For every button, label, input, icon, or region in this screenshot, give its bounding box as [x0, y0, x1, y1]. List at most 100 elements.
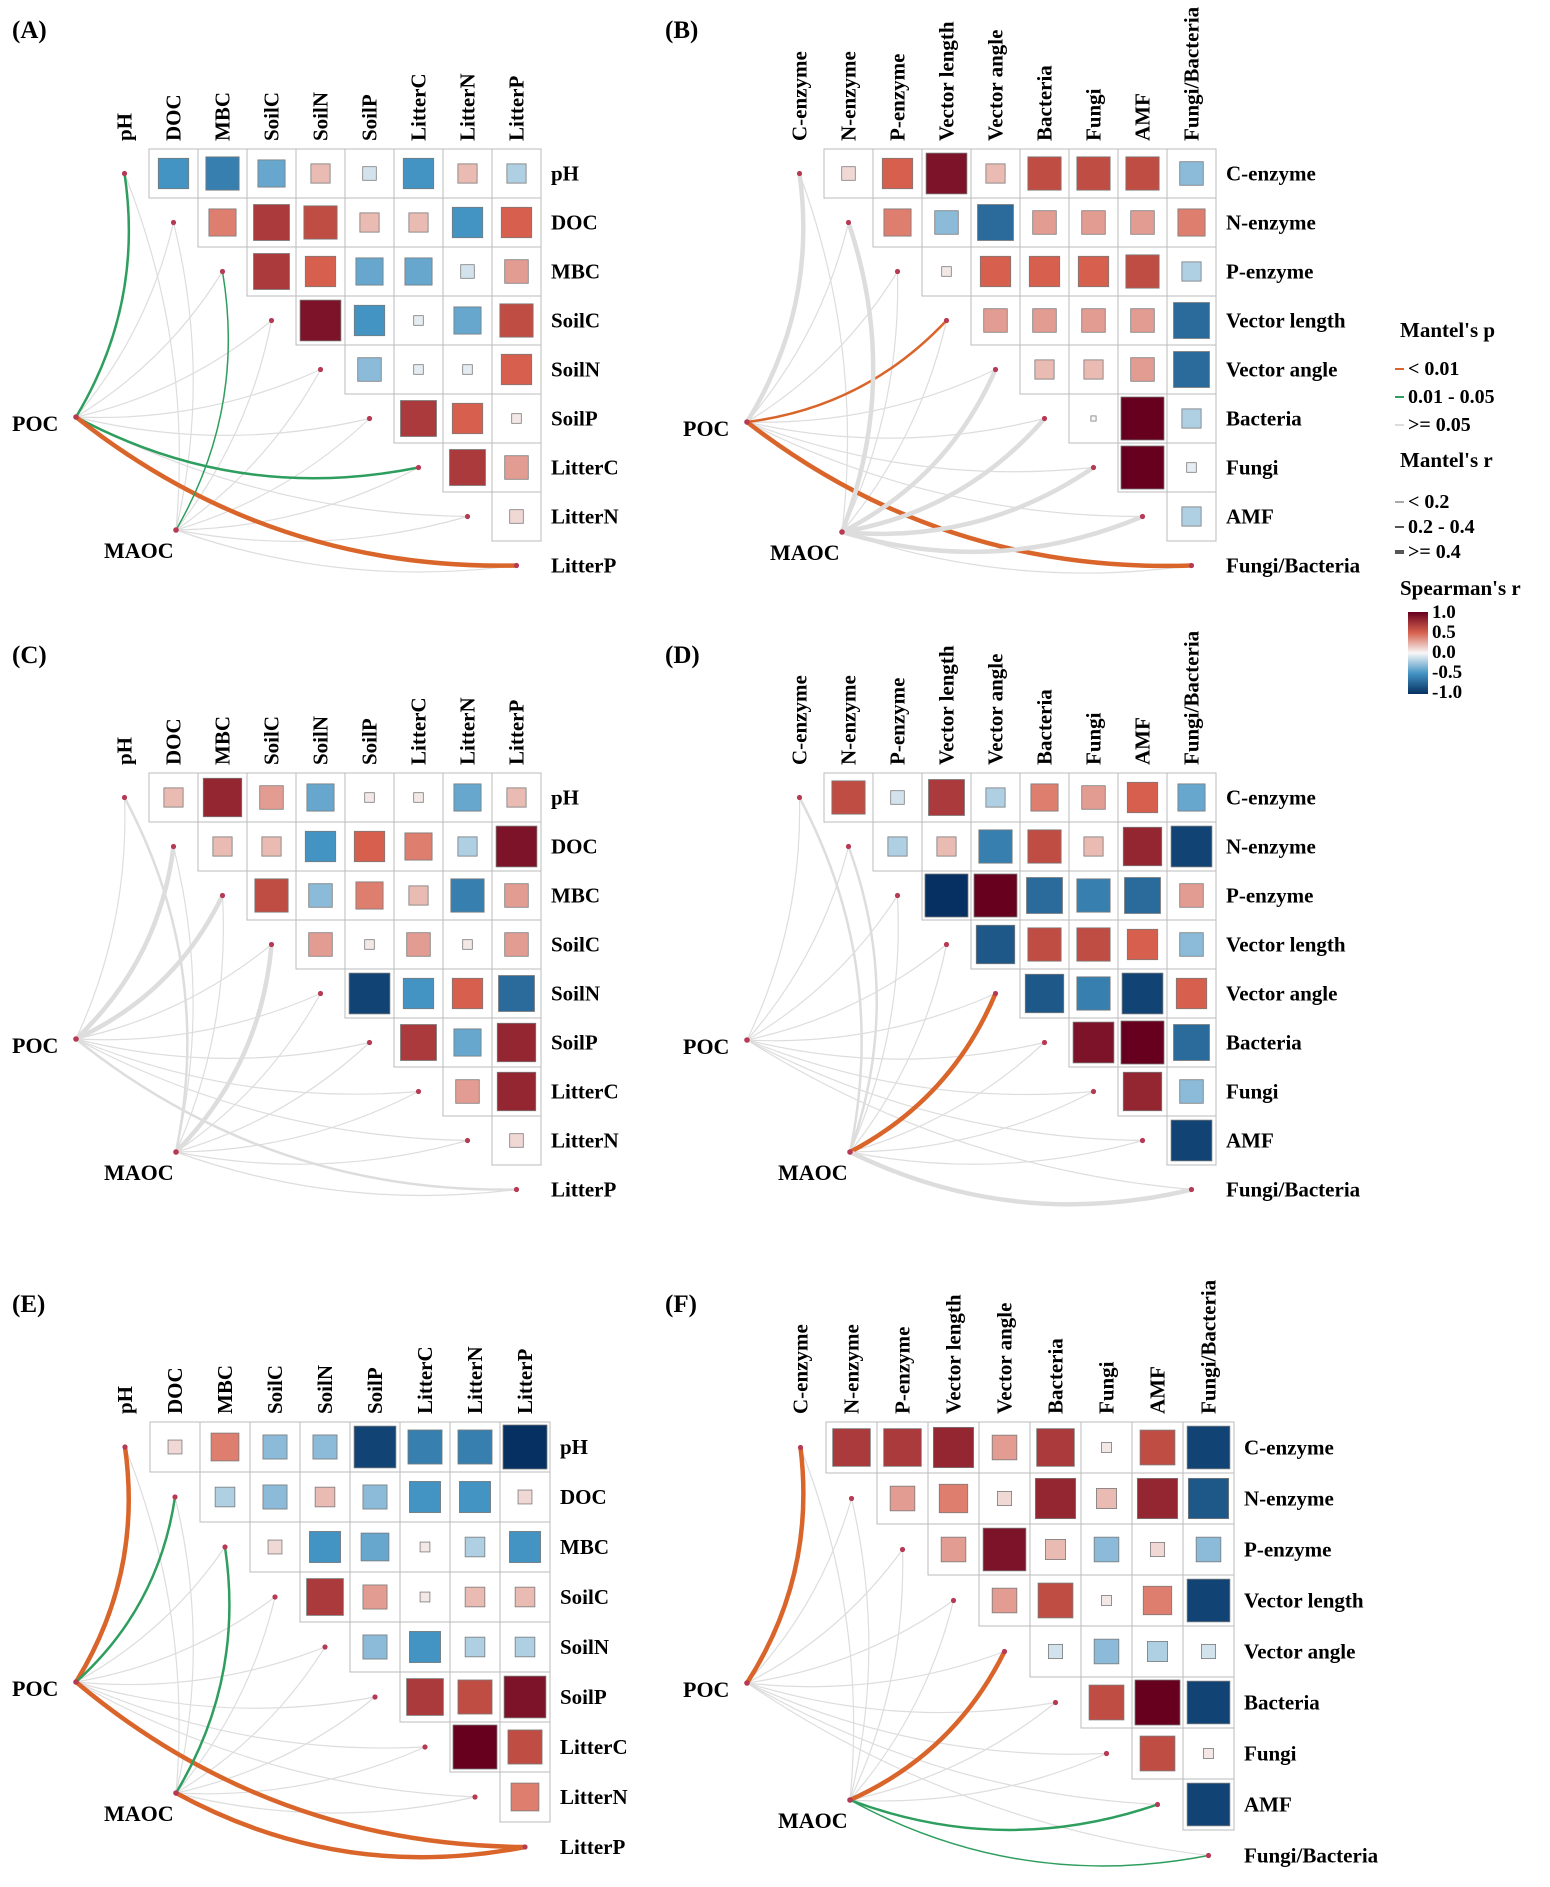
column-label: LitterN [456, 73, 480, 141]
correlation-square [210, 1432, 240, 1462]
correlation-square [304, 255, 337, 288]
column-label: C-enzyme [789, 1324, 813, 1414]
mantel-link-faint [746, 1549, 903, 1684]
mantel-link [75, 894, 225, 1042]
column-label: C-enzyme [788, 675, 812, 765]
correlation-square [455, 1079, 480, 1104]
correlation-square [1083, 836, 1104, 857]
correlation-square [453, 1028, 482, 1057]
correlation-square [1181, 261, 1202, 282]
legend-spearman-tick: 0.5 [1432, 622, 1456, 643]
row-label: pH [551, 786, 579, 810]
row-label: MBC [551, 260, 600, 284]
variable-node [322, 1644, 328, 1650]
mantel-link [74, 1680, 526, 1850]
variable-node [219, 892, 226, 899]
correlation-square [406, 1678, 444, 1716]
correlation-square [1036, 1428, 1075, 1467]
grid-cell [491, 870, 542, 921]
mantel-link-faint [75, 1038, 370, 1059]
correlation-square [355, 257, 384, 286]
column-label: SoilN [309, 716, 333, 765]
correlation-square [459, 1481, 491, 1513]
row-label: SoilC [551, 309, 600, 333]
row-label: MBC [560, 1535, 609, 1559]
correlation-square [509, 509, 524, 524]
mantel-link-faint [75, 271, 224, 418]
mantel-link-faint [746, 992, 996, 1042]
env-node [73, 1679, 79, 1685]
correlation-square [360, 1532, 390, 1562]
correlation-square [359, 212, 380, 233]
variable-node [121, 794, 128, 801]
correlation-square [499, 303, 534, 338]
variable-node [415, 1088, 422, 1095]
panel-4: (E) pH DOC MBC SoilC SoilN SoilP LitterC LitterN… [12, 1291, 628, 1860]
correlation-square [1027, 829, 1062, 864]
column-label: SoilC [260, 716, 284, 765]
env-label: MAOC [778, 1160, 848, 1185]
correlation-square [1170, 825, 1213, 868]
env-node [847, 1797, 853, 1803]
mantel-link [841, 514, 1144, 555]
legend-mantel-r-title: Mantel's r [1400, 448, 1493, 472]
correlation-square [409, 1481, 441, 1513]
correlation-square [1186, 1680, 1231, 1725]
correlation-square [1139, 1429, 1176, 1466]
grid-cell [872, 148, 923, 199]
correlation-square [306, 783, 335, 812]
column-label: pH [113, 737, 137, 765]
row-label: AMF [1226, 505, 1274, 529]
column-label: C-enzyme [788, 51, 812, 141]
mantel-link-faint [175, 1792, 476, 1814]
env-label: MAOC [770, 540, 840, 565]
correlation-square [973, 873, 1018, 918]
legend-spearman-title: Spearman's r [1400, 576, 1521, 600]
mantel-link [841, 465, 1095, 537]
correlation-square [404, 832, 433, 861]
env-label: POC [12, 411, 58, 436]
correlation-square [498, 975, 535, 1012]
correlation-square [1181, 506, 1202, 527]
correlation-square [413, 792, 424, 803]
variable-node [268, 941, 275, 948]
mantel-link-faint [175, 895, 225, 1153]
correlation-square [400, 400, 437, 437]
legend-spearman-colorbar [1408, 612, 1428, 694]
correlation-square [1173, 302, 1210, 339]
env-label: POC [12, 1033, 58, 1058]
column-label: Fungi [1082, 712, 1106, 765]
correlation-square [1200, 1643, 1217, 1660]
correlation-square [362, 1584, 388, 1610]
variable-node [422, 1744, 428, 1750]
correlation-square [457, 1429, 493, 1465]
legend: Mantel's p < 0.01 0.01 - 0.05 >= 0.05 Ma… [1395, 318, 1521, 703]
correlation-square [1076, 878, 1111, 913]
env-node [73, 414, 79, 420]
correlation-square [1120, 1020, 1165, 1065]
mantel-link [746, 319, 948, 424]
variable-node [464, 513, 471, 520]
correlation-square [308, 883, 333, 908]
column-label: LitterC [407, 697, 431, 765]
column-label: AMF [1146, 1366, 1170, 1414]
mantel-link-faint [746, 846, 850, 1041]
correlation-square [511, 413, 522, 424]
mantel-link [75, 1038, 517, 1191]
mantel-link-faint [123, 173, 180, 531]
variable-node [845, 843, 852, 850]
row-label: LitterN [560, 1785, 628, 1809]
correlation-square [451, 402, 484, 435]
env-label: MAOC [104, 1801, 174, 1826]
mantel-link-faint [174, 1496, 194, 1794]
correlation-square [496, 1022, 537, 1063]
correlation-square [1130, 308, 1155, 333]
correlation-square [262, 1484, 288, 1510]
correlation-square [362, 1634, 388, 1660]
correlation-square [883, 208, 912, 237]
correlation-square [977, 204, 1014, 241]
correlation-square [1120, 445, 1165, 490]
mantel-link-faint [75, 416, 370, 436]
correlation-grid [825, 1421, 1235, 1831]
variable-node [513, 562, 520, 569]
